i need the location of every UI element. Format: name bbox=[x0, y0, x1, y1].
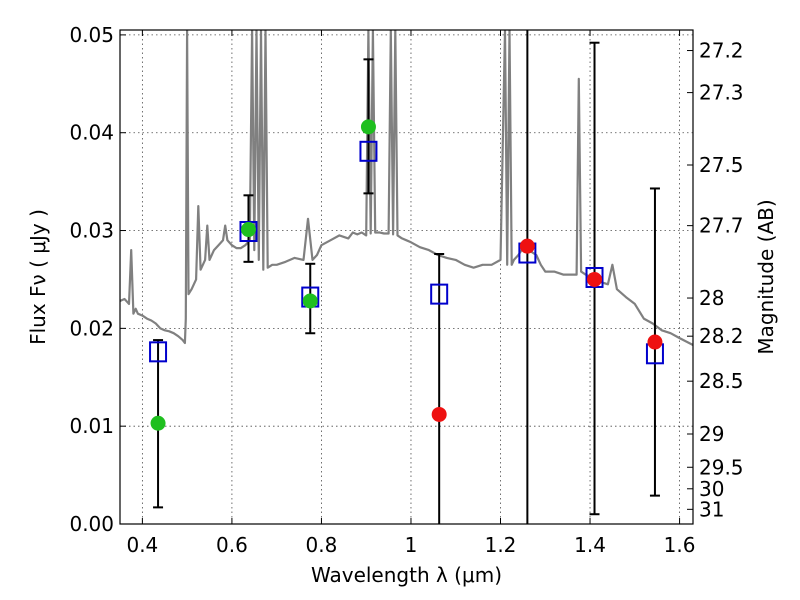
y-axis-label: Flux Fν ( μJy ) bbox=[26, 209, 50, 345]
green-data-point bbox=[360, 119, 376, 135]
errorbar-layer bbox=[153, 30, 660, 524]
marker-layer bbox=[149, 119, 664, 431]
right-tick-label: 28.2 bbox=[699, 324, 744, 348]
right-tick-label: 31 bbox=[699, 497, 724, 521]
x-tick-label: 0.6 bbox=[216, 533, 248, 557]
right-tick-label: 27.3 bbox=[699, 81, 744, 105]
x-tick-label: 0.8 bbox=[306, 533, 338, 557]
right-tick-label: 28 bbox=[699, 286, 724, 310]
x-tick-label: 1.6 bbox=[664, 533, 696, 557]
red-data-point bbox=[587, 271, 603, 287]
grid-layer bbox=[120, 30, 693, 525]
right-tick-label: 29 bbox=[699, 422, 724, 446]
green-data-point bbox=[240, 222, 256, 238]
model-box-marker bbox=[239, 221, 258, 243]
y-tick-label: 0.04 bbox=[69, 121, 114, 145]
green-data-point bbox=[150, 415, 166, 431]
x-tick-label: 1.2 bbox=[485, 533, 517, 557]
x-tick-label: 1 bbox=[405, 533, 418, 557]
y-tick-label: 0.01 bbox=[69, 414, 114, 438]
right-tick-label: 27.2 bbox=[699, 39, 744, 63]
right-tick-label: 27.7 bbox=[699, 214, 744, 238]
right-tick-label: 28.5 bbox=[699, 369, 744, 393]
y-tick-label: 0.05 bbox=[69, 23, 114, 47]
model-spectrum-layer bbox=[120, 30, 693, 346]
right-tick-label: 29.5 bbox=[699, 455, 744, 479]
model-box-marker bbox=[585, 266, 604, 288]
y-tick-label: 0.02 bbox=[69, 316, 114, 340]
red-data-point bbox=[431, 406, 447, 422]
model-box-marker bbox=[149, 341, 168, 363]
plot-frame bbox=[119, 29, 694, 525]
x-tick-label: 1.4 bbox=[574, 533, 606, 557]
red-data-point bbox=[647, 334, 663, 350]
green-data-point bbox=[302, 293, 318, 309]
model-box-marker bbox=[430, 283, 449, 305]
ticks-layer: 0.4 0.6 0.8 1 1.2 1.4 1.6 0.00 0.01 0.02 0.03 0.04 0… bbox=[69, 23, 743, 557]
model-box-marker bbox=[359, 140, 378, 162]
x-axis-label: Wavelength λ (μm) bbox=[311, 563, 502, 587]
y-tick-label: 0.03 bbox=[69, 219, 114, 243]
right-axis-label: Magnitude (AB) bbox=[754, 199, 778, 354]
plot-area bbox=[120, 30, 693, 524]
red-data-point bbox=[519, 238, 535, 254]
right-tick-label: 27.5 bbox=[699, 153, 744, 177]
x-tick-label: 0.4 bbox=[126, 533, 158, 557]
model-spectrum-line bbox=[120, 30, 693, 346]
right-tick-label: 30 bbox=[699, 477, 724, 501]
y-tick-label: 0.00 bbox=[69, 512, 114, 536]
